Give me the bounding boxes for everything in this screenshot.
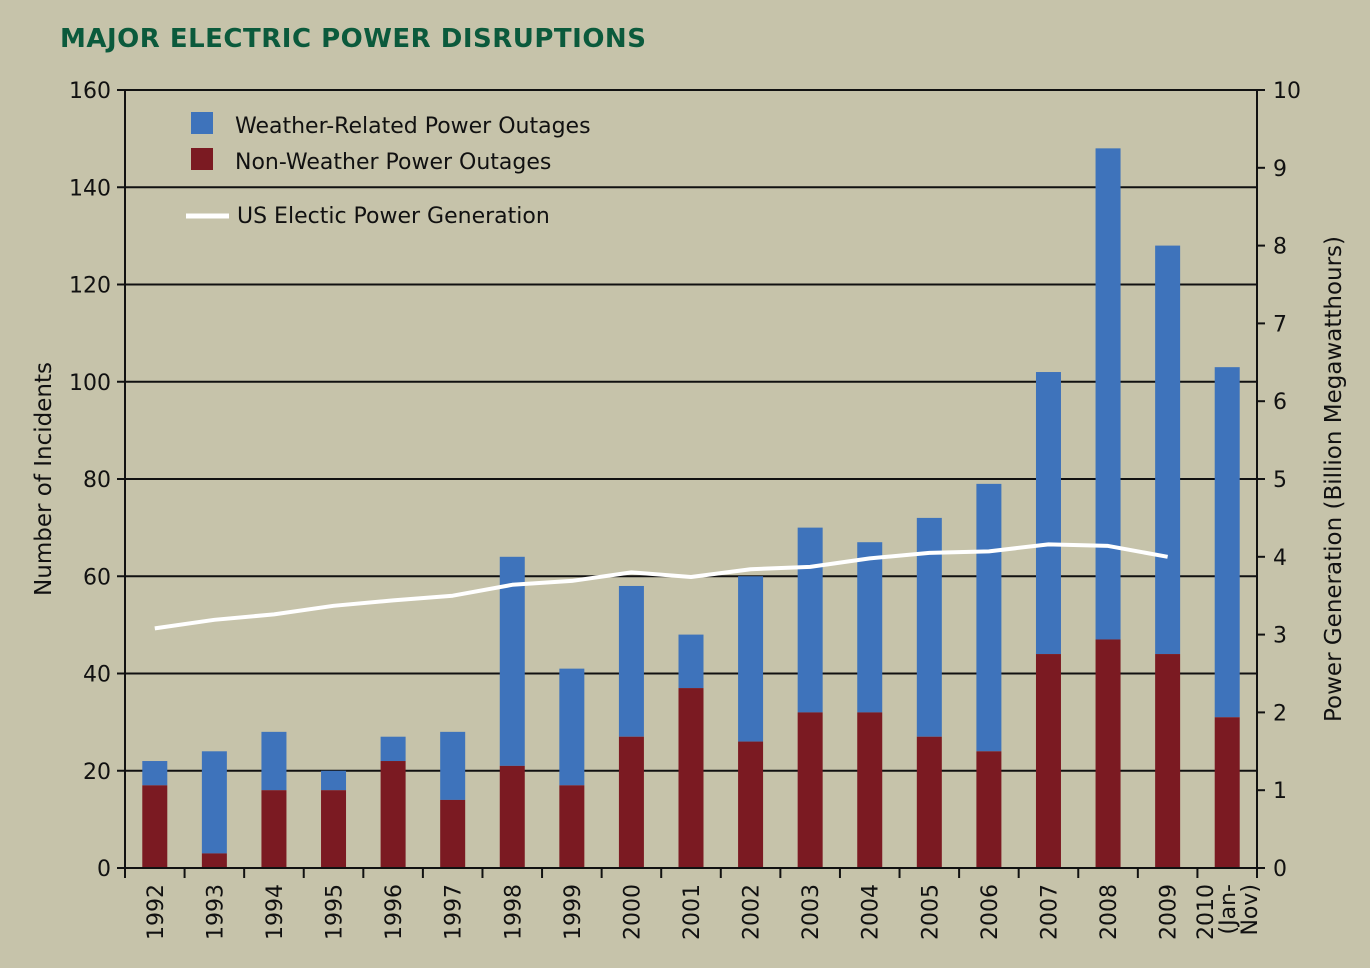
legend-swatch-weather [191, 112, 213, 134]
x-tick-label: 1997 [442, 884, 467, 940]
bar-weather [976, 483, 1002, 752]
y-tick-label: 160 [69, 79, 111, 104]
x-tick-label: 1999 [561, 884, 586, 940]
x-tick-label: 2007 [1037, 884, 1062, 940]
legend-label-non-weather: Non-Weather Power Outages [235, 150, 551, 175]
x-tick-label: 2001 [680, 884, 705, 940]
bar-weather [1155, 245, 1181, 655]
y-tick-label: 40 [83, 663, 111, 688]
bar-weather [1035, 372, 1061, 655]
y2-axis-label: Power Generation (Billion Megawatthours) [1321, 236, 1347, 722]
y-tick-label: 120 [69, 274, 111, 299]
x-tick-label: 1995 [323, 884, 348, 940]
y2-tick-label: 3 [1273, 624, 1287, 649]
x-tick-label: 2003 [799, 884, 824, 940]
bar-non-weather [142, 785, 168, 868]
y2-tick-label: 2 [1273, 701, 1287, 726]
x-tick-label: 1992 [144, 884, 169, 940]
x-tick-label: 1993 [203, 884, 228, 940]
y-tick-label: 100 [69, 371, 111, 396]
bar-non-weather [738, 741, 764, 868]
x-tick-label: 2002 [740, 884, 765, 940]
bar-weather [321, 770, 347, 791]
bar-weather [618, 585, 644, 737]
bar-non-weather [440, 799, 466, 868]
bar-non-weather [559, 785, 585, 868]
y2-tick-label: 7 [1273, 312, 1287, 337]
bar-non-weather [618, 736, 644, 868]
x-tick-label: Nov) [1238, 884, 1263, 936]
bar-weather [678, 634, 704, 689]
x-tick-label: 2005 [918, 884, 943, 940]
bar-weather [201, 751, 227, 854]
legend-swatch-non-weather [191, 148, 213, 170]
bar-non-weather [380, 761, 406, 868]
bar-weather [857, 542, 883, 713]
x-tick-label: (Jan- [1216, 884, 1241, 934]
bar-weather [797, 527, 823, 713]
y2-tick-label: 10 [1273, 79, 1301, 104]
x-tick-label: 2008 [1097, 884, 1122, 940]
bar-non-weather [201, 853, 227, 868]
bar-weather [380, 736, 406, 762]
bar-non-weather [499, 765, 525, 868]
bar-non-weather [261, 790, 287, 868]
bar-non-weather [1214, 717, 1240, 868]
line-power-generation [154, 542, 1168, 631]
x-tick-label: 1998 [501, 884, 526, 940]
bar-weather [559, 668, 585, 786]
y2-tick-label: 1 [1273, 779, 1287, 804]
y-tick-label: 60 [83, 565, 111, 590]
y2-tick-label: 6 [1273, 390, 1287, 415]
bar-weather [440, 731, 466, 800]
x-tick-label: 2004 [859, 884, 884, 940]
y-tick-label: 0 [97, 857, 111, 882]
bar-weather [261, 731, 287, 791]
y2-tick-label: 0 [1273, 857, 1287, 882]
bar-weather [1214, 367, 1240, 718]
bar-non-weather [1155, 654, 1181, 868]
bar-non-weather [797, 712, 823, 868]
y2-tick-label: 8 [1273, 235, 1287, 260]
bar-non-weather [976, 751, 1002, 868]
bar-non-weather [1035, 654, 1061, 868]
x-tick-label: 2009 [1157, 884, 1182, 940]
x-tick-label: 2006 [978, 884, 1003, 940]
bar-weather [142, 761, 168, 786]
y2-tick-label: 4 [1273, 546, 1287, 571]
x-tick-label: 2010 [1194, 884, 1219, 940]
legend-label-weather: Weather-Related Power Outages [235, 114, 591, 139]
x-tick-label: 2000 [620, 884, 645, 940]
y-tick-label: 20 [83, 760, 111, 785]
bar-non-weather [857, 712, 883, 868]
bar-non-weather [916, 736, 942, 868]
chart-title: MAJOR ELECTRIC POWER DISRUPTIONS [60, 24, 647, 54]
x-tick-label: 1996 [382, 884, 407, 940]
bar-non-weather [321, 790, 347, 868]
bar-weather [738, 576, 764, 742]
bar-weather [1095, 148, 1121, 640]
x-tick-label: 1994 [263, 884, 288, 940]
y-axis-label: Number of Incidents [31, 362, 57, 596]
bar-non-weather [678, 688, 704, 868]
y2-tick-label: 9 [1273, 157, 1287, 182]
y2-tick-label: 5 [1273, 468, 1287, 493]
bar-non-weather [1095, 639, 1121, 868]
legend-label-generation: US Electic Power Generation [237, 204, 550, 229]
y-tick-label: 140 [69, 176, 111, 201]
bar-weather [499, 556, 525, 766]
y-tick-label: 80 [83, 468, 111, 493]
